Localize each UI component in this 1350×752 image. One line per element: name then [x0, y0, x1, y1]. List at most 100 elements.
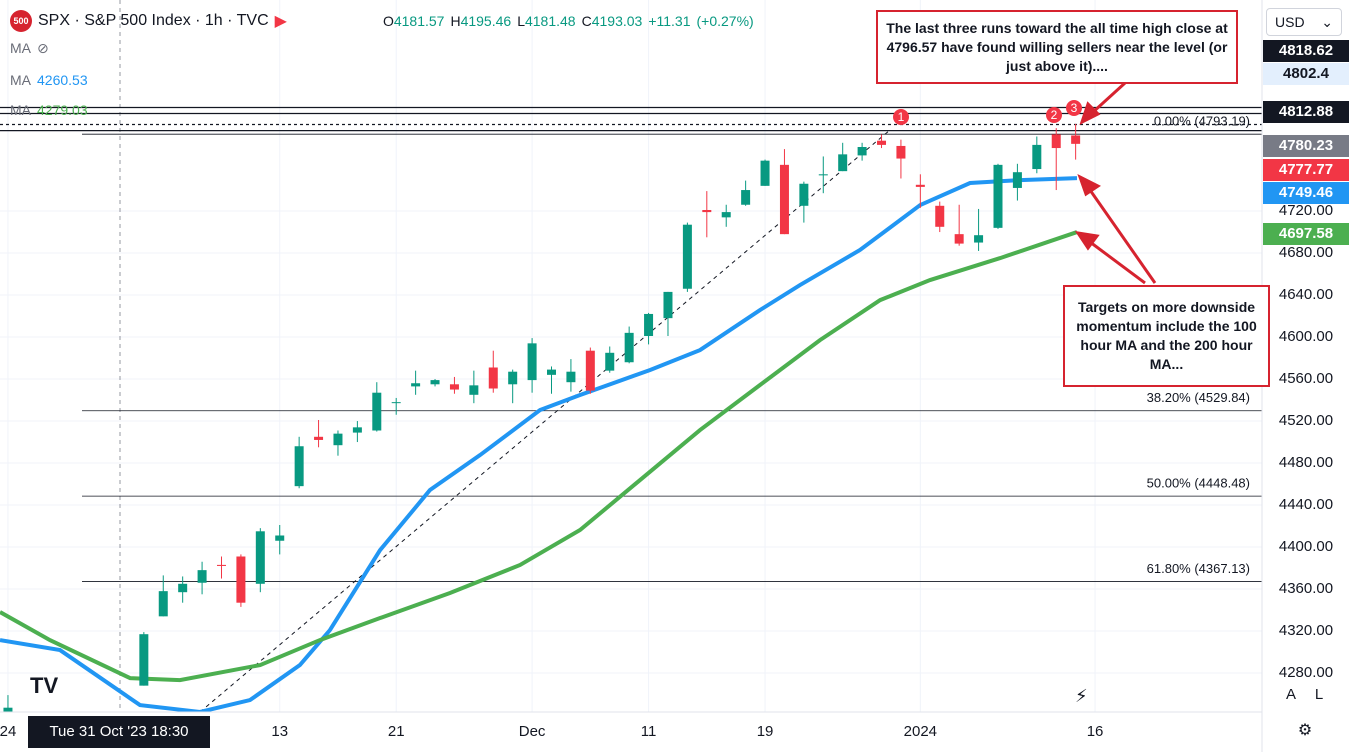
fib-label: 61.80% (4367.13): [1147, 561, 1250, 576]
candle-body: [488, 367, 498, 389]
candle-body: [760, 160, 770, 186]
legend-name: MA: [10, 102, 31, 118]
candle-body: [255, 531, 265, 584]
price-label: 4697.58: [1279, 225, 1333, 242]
x-tick-label: 21: [388, 723, 405, 740]
run-marker: [1066, 100, 1082, 116]
tv-logo: TV: [30, 673, 58, 698]
ohlc-value: 4181.48: [524, 13, 576, 29]
scale-button[interactable]: A: [1285, 686, 1296, 703]
y-tick-label: 4480.00: [1279, 454, 1333, 471]
candle-body: [857, 146, 867, 156]
candle-body: [352, 427, 362, 433]
candle-body: [993, 164, 1003, 228]
price-label-box: [1263, 40, 1349, 62]
x-tick-label: 24: [0, 723, 16, 740]
arrows: [1074, 81, 1157, 285]
candle-body: [838, 154, 848, 172]
icon: ⚡: [1075, 686, 1088, 706]
candle-body: [508, 371, 518, 385]
price-label: 4749.46: [1279, 184, 1333, 201]
candle-body: [721, 212, 731, 218]
candle-body: [197, 570, 207, 583]
y-tick-label: 4280.00: [1279, 664, 1333, 681]
run-marker-label: 1: [898, 110, 905, 124]
scale-button[interactable]: L: [1314, 686, 1324, 703]
candle-body: [702, 209, 712, 213]
ma-line: [0, 230, 1078, 683]
legend-row: MA 4260.53: [10, 72, 88, 88]
ohlc-key: L: [517, 13, 525, 29]
currency-select[interactable]: USD ⌄: [1266, 8, 1342, 36]
ohlc-item: H4195.46: [450, 13, 511, 29]
candle-body: [644, 313, 654, 336]
ohlc-item: L4181.48: [517, 13, 575, 29]
ohlc-key: H: [450, 13, 461, 29]
legend-row: MA 4279.03: [10, 102, 88, 118]
ohlc-value: 4181.57: [393, 13, 445, 29]
candle-body: [605, 352, 615, 371]
price-label: 4818.62: [1279, 42, 1333, 59]
y-tick-label: 4720.00: [1279, 202, 1333, 219]
x-tick-label: Dec: [519, 723, 546, 740]
fib-label: 50.00% (4448.48): [1147, 476, 1250, 491]
run-marker: [893, 109, 909, 125]
y-tick-label: 4600.00: [1279, 328, 1333, 345]
candle-body: [372, 392, 382, 431]
ohlc-item: O4181.57: [383, 13, 445, 29]
y-tick-label: 4680.00: [1279, 244, 1333, 261]
candle-body: [1032, 144, 1042, 170]
settings-icon[interactable]: ⚙: [1298, 722, 1312, 739]
candle-body: [915, 184, 925, 187]
x-tick-label: 13: [271, 723, 288, 740]
candle-body: [624, 332, 634, 363]
price-label: 4812.88: [1279, 103, 1333, 120]
candle-body: [741, 190, 751, 205]
y-tick-label: 4400.00: [1279, 538, 1333, 555]
price-label-box: [1263, 101, 1349, 123]
candle-body: [935, 205, 945, 227]
candle-body: [1012, 172, 1022, 188]
currency[interactable]: USD: [1275, 14, 1305, 30]
candle-body: [469, 385, 479, 395]
ohlc-key: C: [581, 13, 592, 29]
x-tick-label: 11: [641, 723, 657, 740]
candle-body: [216, 564, 226, 566]
y-tick-label: 4640.00: [1279, 286, 1333, 303]
candle-body: [818, 174, 828, 176]
run-marker-label: 2: [1051, 108, 1058, 122]
x-tick-label: 2024: [904, 723, 937, 740]
y-tick-label: 4560.00: [1279, 370, 1333, 387]
candle-body: [139, 634, 149, 686]
price-label-box: [1263, 159, 1349, 181]
legend-row: MA ⊘: [10, 40, 49, 57]
ohlc-item: C4193.03: [582, 13, 643, 29]
candle-body: [430, 380, 440, 385]
price-label: 4802.4: [1283, 65, 1330, 82]
candle-body: [954, 234, 964, 244]
candle-body: [799, 183, 809, 206]
candle-body: [236, 556, 246, 603]
fib-label: 38.20% (4529.84): [1147, 390, 1250, 405]
candle-body: [1071, 135, 1081, 144]
flag: ▶: [274, 13, 287, 30]
candle-body: [411, 383, 421, 387]
logo: 500: [10, 10, 32, 32]
candle-body: [896, 145, 906, 159]
candle-body: [547, 369, 557, 375]
ma-line: [0, 176, 1078, 712]
price-label-box: [1263, 135, 1349, 157]
y-tick-label: 4440.00: [1279, 496, 1333, 513]
fib-label: 0.00% (4793.19): [1154, 114, 1250, 129]
ohlc-value: 4195.46: [460, 13, 512, 29]
ohlc-key: O: [382, 13, 394, 29]
run-marker: [1046, 107, 1062, 123]
price-label-box: [1263, 182, 1349, 204]
candle-body: [779, 164, 789, 235]
hide-icon[interactable]: ⊘: [37, 40, 49, 56]
candle-body: [585, 350, 595, 391]
run-marker-label: 3: [1071, 101, 1078, 115]
crosshair-label: Tue 31 Oct '23 18:30: [28, 716, 210, 748]
